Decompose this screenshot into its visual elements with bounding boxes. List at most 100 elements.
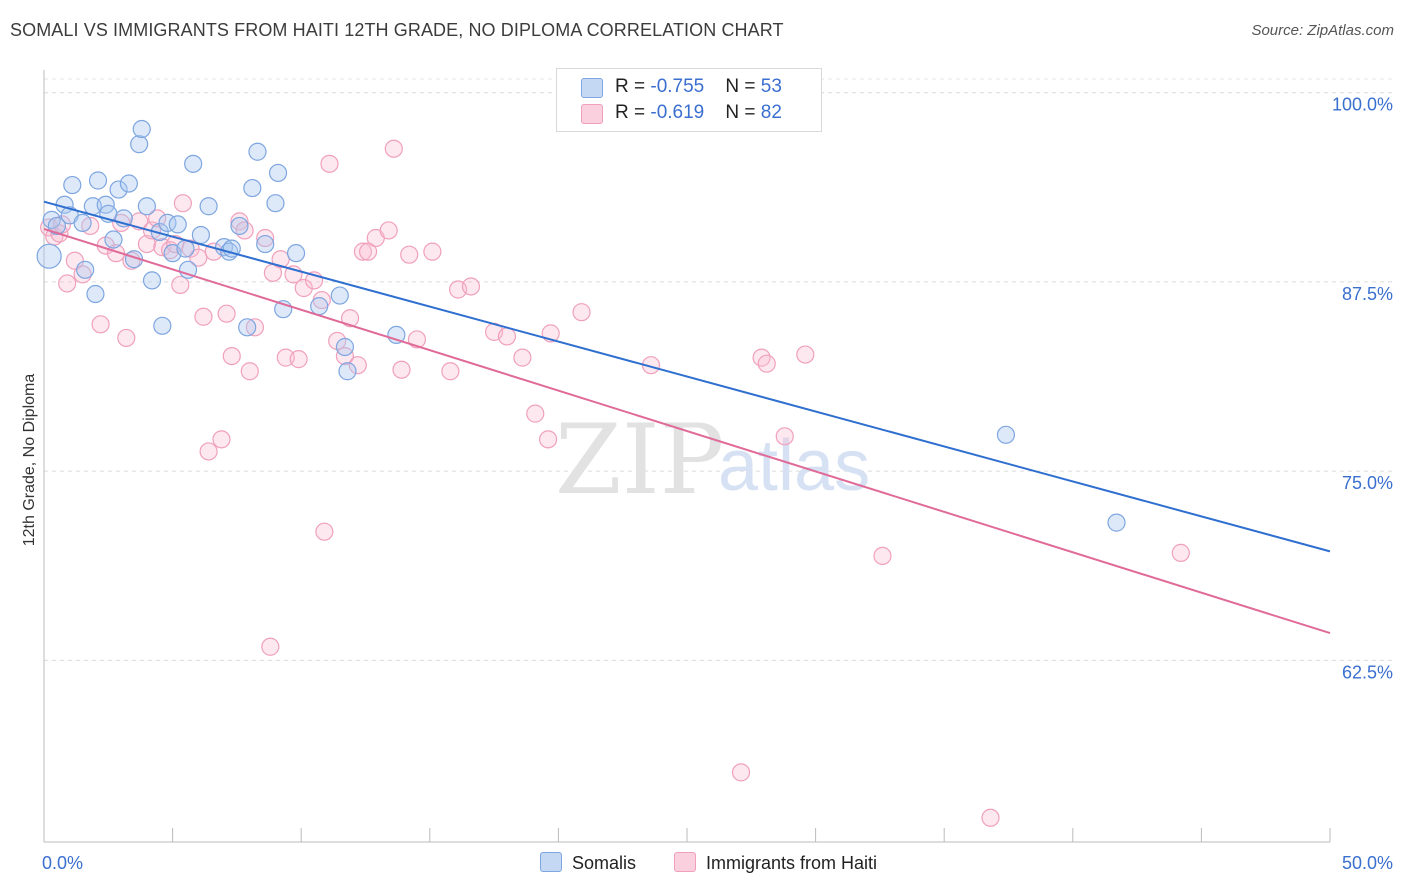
haiti-point (217, 304, 236, 323)
haiti-point (137, 234, 156, 254)
haiti-point (731, 763, 751, 782)
haiti-point (392, 360, 411, 379)
haiti-point (58, 274, 77, 293)
haiti-point (348, 356, 367, 375)
somali-point (310, 297, 329, 316)
haiti-legend-swatch (674, 852, 696, 872)
haiti-point (981, 808, 1000, 827)
haiti-point (315, 522, 334, 541)
watermark-atlas: atlas (718, 426, 870, 506)
somali-trendline (43, 200, 1331, 553)
somali-point (243, 178, 262, 198)
haiti-point (289, 350, 308, 369)
somali-point (119, 174, 138, 193)
somali-point (104, 230, 123, 249)
haiti-point (796, 345, 815, 364)
bottom-legend-somalis: Somalis (540, 852, 636, 874)
somali-point (86, 284, 105, 304)
chart-source: Source: ZipAtlas.com (1251, 22, 1394, 39)
haiti-point (65, 251, 84, 270)
haiti-point (189, 248, 208, 267)
haiti-point (775, 427, 794, 446)
somali-point (199, 197, 218, 216)
somali-point (47, 216, 66, 236)
somali-point (76, 260, 95, 279)
x-tick-label-right: 50.0% (1342, 853, 1393, 873)
somali-r-value: -0.755 (650, 76, 705, 97)
somali-point (191, 225, 210, 245)
y-tick-label: 75.0% (1342, 473, 1393, 493)
haiti-point (230, 212, 249, 231)
haiti-point (461, 277, 481, 296)
somali-n-label: N = (725, 76, 761, 97)
haiti-point (379, 221, 398, 240)
haiti-point (173, 194, 192, 213)
haiti-swatch (581, 104, 603, 124)
haiti-point (106, 244, 126, 263)
bottom-legend-haiti: Immigrants from Haiti (674, 852, 877, 874)
haiti-point (340, 309, 360, 328)
haiti-point (148, 209, 167, 228)
somali-point (153, 316, 172, 335)
haiti-point (181, 239, 200, 258)
somali-point (130, 135, 149, 154)
haiti-point (358, 242, 378, 261)
haiti-point (171, 275, 190, 295)
haiti-stats: R = -0.619 N = 82 (615, 102, 782, 124)
somali-point (168, 215, 187, 234)
haiti-point (261, 637, 280, 656)
haiti-point (194, 307, 213, 326)
haiti-legend-label: Immigrants from Haiti (706, 853, 878, 873)
haiti-point (256, 228, 275, 248)
tick-labels: 100.0% 87.5% 75.0% 62.5% 0.0% 50.0% (42, 95, 1393, 873)
somali-point (268, 163, 288, 183)
haiti-point (91, 315, 110, 334)
somali-stats: R = -0.755 N = 53 (615, 76, 782, 98)
somali-point (184, 154, 203, 173)
somali-point (36, 243, 62, 269)
haiti-point (539, 430, 558, 449)
haiti-point (407, 330, 427, 349)
haiti-point (423, 242, 442, 261)
somalis-legend-label: Somalis (572, 853, 637, 873)
somali-point (88, 171, 108, 190)
y-tick-label: 100.0% (1332, 95, 1393, 115)
somali-point (63, 175, 82, 195)
trendlines (43, 200, 1331, 635)
correlation-legend: R = -0.755 N = 53 R = -0.619 N = 82 (556, 68, 822, 132)
somali-point (338, 362, 357, 381)
somali-r-label: R = (615, 76, 651, 97)
somali-point (137, 197, 156, 216)
somali-point (73, 213, 92, 232)
somali-point (248, 142, 267, 161)
haiti-point (400, 245, 419, 264)
haiti-r-value: -0.619 (650, 102, 705, 123)
haiti-point (117, 328, 136, 348)
y-tick-label: 87.5% (1342, 284, 1393, 304)
somali-point (109, 180, 128, 199)
y-tick-label: 62.5% (1342, 662, 1393, 682)
somali-point (150, 222, 169, 242)
haiti-n-label: N = (725, 102, 761, 123)
haiti-point (245, 318, 265, 337)
somali-point (256, 234, 275, 254)
watermark: ZIP atlas (555, 404, 870, 516)
chart-title: SOMALI VS IMMIGRANTS FROM HAITI 12TH GRA… (10, 20, 784, 40)
somali-point (330, 286, 349, 305)
haiti-point (441, 362, 460, 381)
haiti-trendline (43, 227, 1331, 635)
haiti-point (572, 303, 591, 322)
x-tick-label-left: 0.0% (42, 853, 83, 873)
axes (43, 70, 1331, 843)
somali-swatch (581, 78, 603, 98)
somali-point (238, 318, 257, 337)
y-axis-label: 12th Grade, No Diploma (21, 373, 38, 547)
somali-point (178, 260, 198, 279)
haiti-r-label: R = (615, 102, 651, 123)
haiti-point (212, 430, 231, 449)
somalis-legend-swatch (540, 852, 562, 872)
somali-point (266, 194, 285, 213)
haiti-point (757, 354, 776, 373)
haiti-point (384, 139, 403, 158)
